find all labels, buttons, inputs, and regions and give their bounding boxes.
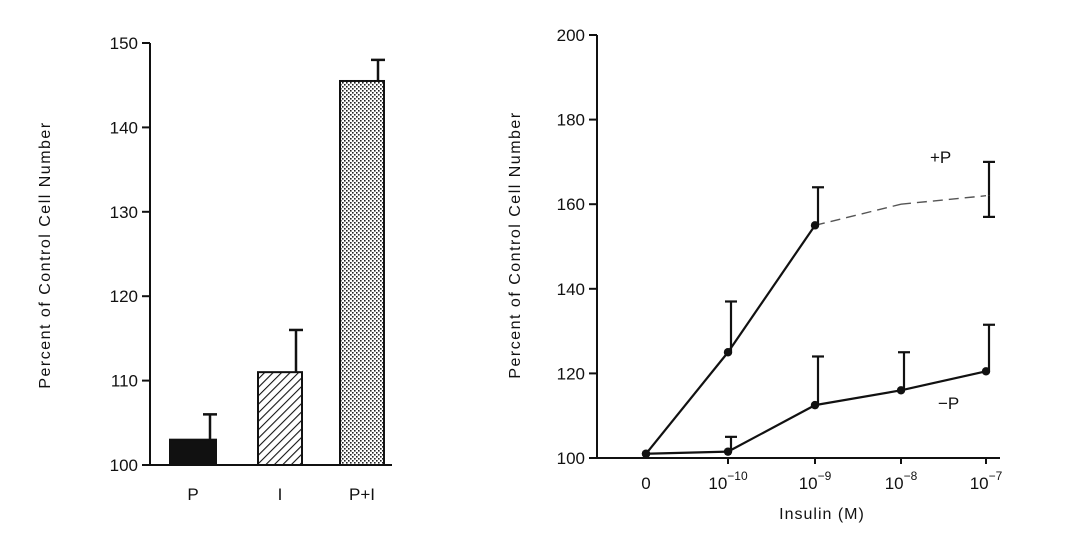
series-plus-p-point — [810, 221, 820, 230]
line-chart-x-ticks: 0 10−10 10−9 10−8 10−7 — [641, 458, 1003, 493]
line-chart-y-ticks: 100 120 140 160 180 200 — [557, 26, 597, 468]
bar-chart-bars — [169, 58, 385, 466]
line-x-tick-label: 10−9 — [799, 469, 832, 493]
series-minus-p-segment — [814, 389, 902, 407]
line-x-tick-label: 10−8 — [885, 469, 918, 493]
bar-y-tick-label: 130 — [110, 203, 138, 222]
series-plus-p-segment — [814, 203, 902, 227]
bar-i — [257, 371, 303, 466]
bar-chart-x-labels: P I P+I — [187, 485, 375, 504]
series-minus-p-point — [810, 400, 820, 410]
bar-chart-panel: 100 110 120 130 140 150 P I P+I Percent of Cont… — [37, 34, 392, 504]
line-y-tick-label: 120 — [557, 364, 585, 383]
bar-y-tick-label: 120 — [110, 287, 138, 306]
series-label-minus-p: −P — [938, 394, 959, 413]
bar-y-tick-label: 100 — [110, 456, 138, 475]
bar-category-label: P+I — [349, 485, 375, 504]
bar-y-tick-label: 150 — [110, 34, 138, 53]
series-minus-p-point — [981, 367, 991, 376]
bar-category-label: P — [187, 485, 198, 504]
bar-p — [169, 438, 217, 466]
bar-p-plus-i — [339, 79, 385, 466]
series-plus-p-point — [723, 348, 733, 357]
line-y-tick-label: 140 — [557, 280, 585, 299]
series-minus-p-point — [896, 386, 906, 395]
series-label-plus-p: +P — [930, 148, 951, 167]
line-y-tick-label: 160 — [557, 195, 585, 214]
series-minus-p-segment — [900, 370, 987, 392]
bar-y-tick-label: 110 — [111, 372, 138, 391]
line-x-tick-label: 0 — [641, 474, 650, 493]
series-plus-p-segment — [900, 195, 987, 205]
line-chart-x-axis-label: Insulin (M) — [779, 506, 865, 523]
line-x-tick-label: 10−7 — [970, 469, 1003, 493]
bar-y-tick-label: 140 — [110, 118, 138, 137]
line-chart-panel: 100 120 140 160 180 200 0 10−10 10−9 10−8 10−7 Pe… — [507, 26, 1003, 523]
series-minus-p-segment — [727, 404, 816, 453]
series-plus-p-segment — [727, 224, 816, 353]
bar-category-label: I — [278, 485, 283, 504]
line-x-tick-label: 10−10 — [708, 469, 748, 493]
series-minus-p-point — [723, 447, 733, 456]
line-y-tick-label: 100 — [557, 449, 585, 468]
series-plus-p-segment — [645, 351, 729, 455]
line-y-tick-label: 200 — [557, 26, 585, 45]
series-minus-p-segment — [645, 450, 729, 455]
bar-chart-y-axis-label: Percent of Control Cell Number — [37, 121, 54, 388]
series-minus-p-point — [641, 449, 651, 458]
line-chart-y-axis-label: Percent of Control Cell Number — [507, 111, 524, 378]
bar-chart-y-ticks: 100 110 120 130 140 150 — [110, 34, 150, 475]
line-chart-series — [641, 160, 995, 458]
line-y-tick-label: 180 — [557, 111, 585, 130]
